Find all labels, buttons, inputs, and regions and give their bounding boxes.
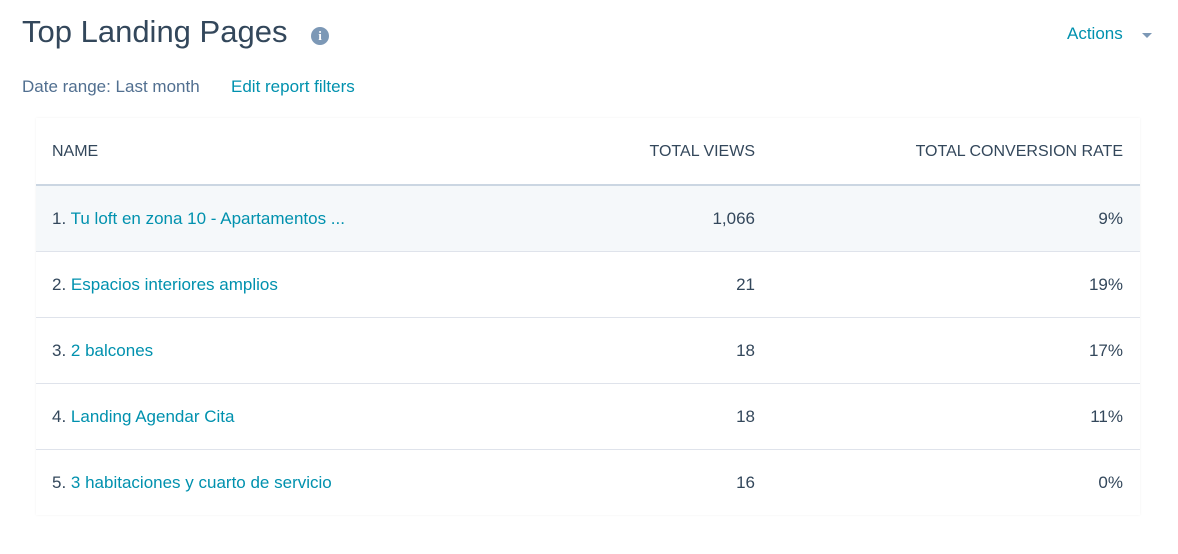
views-cell: 16 bbox=[736, 473, 755, 492]
column-header: TOTAL CONVERSION RATE bbox=[915, 143, 1123, 160]
table: NAME TOTAL VIEWS TOTAL CONVERSION RATE 1. T… bbox=[36, 118, 1140, 515]
rate-cell: 19% bbox=[1088, 275, 1123, 294]
page-link[interactable]: 3 habitaciones y cuarto de servicio bbox=[70, 473, 332, 492]
views-cell: 18 bbox=[736, 407, 755, 426]
rate-cell: 9% bbox=[1098, 209, 1123, 228]
column-header: NAME bbox=[52, 143, 99, 160]
table-row: 2. Espacios interiores amplios 21 19% bbox=[36, 252, 1140, 318]
views-cell: 21 bbox=[736, 275, 755, 294]
date-range: Date range: Last month bbox=[22, 77, 200, 96]
actions-menu[interactable]: Actions bbox=[1067, 24, 1123, 43]
name-cell: 5. 3 habitaciones y cuarto de servicio bbox=[52, 450, 332, 515]
info-icon[interactable]: i bbox=[311, 27, 329, 45]
rank: 1. bbox=[52, 209, 67, 228]
report-title: Top Landing Pages bbox=[22, 14, 288, 49]
name-cell: 2. Espacios interiores amplios bbox=[52, 252, 278, 317]
rate-cell: 0% bbox=[1098, 473, 1123, 492]
column-header: TOTAL VIEWS bbox=[649, 143, 756, 160]
rank: 5. bbox=[52, 473, 67, 492]
header-row: NAME TOTAL VIEWS TOTAL CONVERSION RATE bbox=[36, 118, 1140, 186]
actions-caret[interactable] bbox=[1142, 33, 1152, 38]
rank: 3. bbox=[52, 341, 67, 360]
page-link[interactable]: Landing Agendar Cita bbox=[70, 407, 235, 426]
rank: 4. bbox=[52, 407, 67, 426]
views-cell: 18 bbox=[736, 341, 755, 360]
edit-filters-link[interactable]: Edit report filters bbox=[231, 77, 355, 96]
name-cell: 3. 2 balcones bbox=[52, 318, 153, 383]
table-row: 1. Tu loft en zona 10 - Apartamentos ...… bbox=[36, 186, 1140, 252]
page-link[interactable]: Espacios interiores amplios bbox=[70, 275, 278, 294]
page-link[interactable]: Tu loft en zona 10 - Apartamentos ... bbox=[70, 209, 345, 228]
page-link[interactable]: 2 balcones bbox=[70, 341, 154, 360]
name-cell: 4. Landing Agendar Cita bbox=[52, 384, 234, 449]
rate-cell: 11% bbox=[1090, 407, 1123, 426]
rank: 2. bbox=[52, 275, 67, 294]
name-cell: 1. Tu loft en zona 10 - Apartamentos ... bbox=[52, 186, 345, 251]
table-row: 4. Landing Agendar Cita 18 11% bbox=[36, 384, 1140, 450]
table-row: 3. 2 balcones 18 17% bbox=[36, 318, 1140, 384]
rate-cell: 17% bbox=[1088, 341, 1123, 360]
table-row: 5. 3 habitaciones y cuarto de servicio 16… bbox=[36, 450, 1140, 515]
views-cell: 1,066 bbox=[712, 209, 755, 228]
